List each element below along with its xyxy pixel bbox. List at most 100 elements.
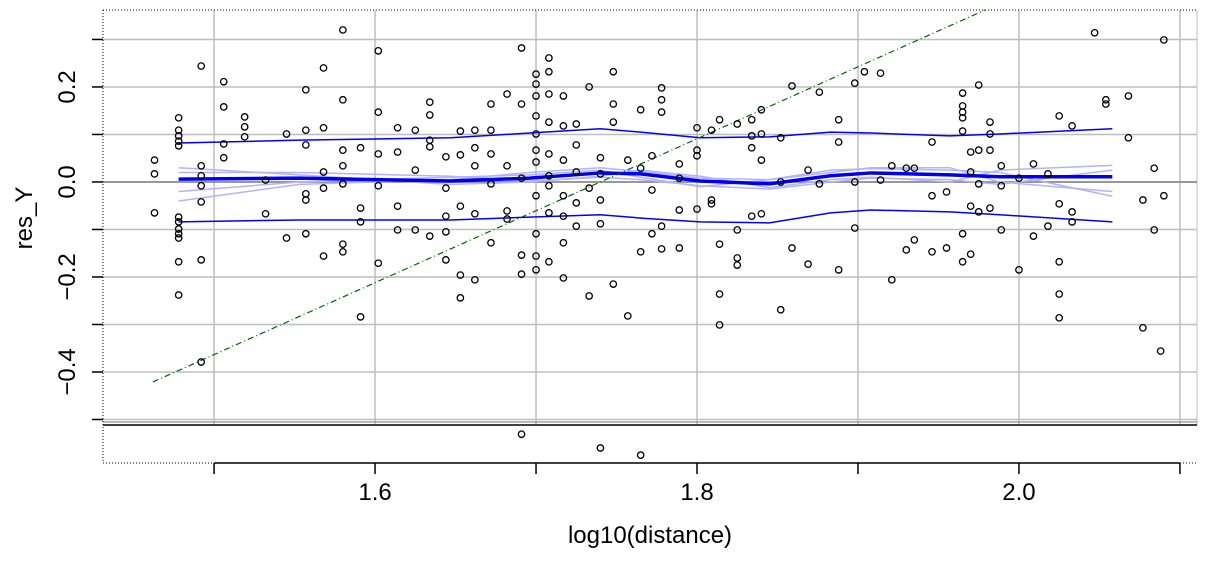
point xyxy=(986,204,994,212)
point xyxy=(834,138,843,146)
point xyxy=(456,294,465,302)
point xyxy=(487,126,495,135)
point xyxy=(788,244,796,252)
point xyxy=(356,204,365,212)
point xyxy=(425,142,434,151)
point xyxy=(1044,170,1052,178)
point xyxy=(804,260,812,268)
point xyxy=(219,103,228,111)
point xyxy=(860,67,869,76)
point xyxy=(456,271,465,279)
x-axis-label: log10(distance) xyxy=(568,522,732,549)
point xyxy=(623,156,632,164)
point xyxy=(471,126,479,135)
point xyxy=(532,92,540,100)
point xyxy=(757,105,766,114)
point xyxy=(240,132,249,141)
point xyxy=(174,257,183,266)
point xyxy=(876,69,885,78)
point xyxy=(339,180,347,188)
point xyxy=(487,150,495,158)
point xyxy=(374,259,383,268)
point xyxy=(425,232,434,240)
point xyxy=(393,202,402,211)
point xyxy=(815,88,824,97)
point xyxy=(887,161,896,170)
point xyxy=(747,132,756,140)
point xyxy=(1159,36,1168,44)
point xyxy=(958,108,967,116)
point xyxy=(675,160,684,168)
point xyxy=(487,100,495,108)
point xyxy=(1015,266,1023,274)
point xyxy=(715,240,724,249)
point xyxy=(174,234,183,242)
point xyxy=(319,168,328,176)
point xyxy=(596,219,605,228)
point xyxy=(928,247,936,256)
point xyxy=(339,26,347,34)
point xyxy=(596,196,605,204)
point xyxy=(532,229,540,238)
point xyxy=(776,305,785,314)
point xyxy=(456,151,465,159)
x-tick-label: 1.6 xyxy=(358,479,391,506)
point xyxy=(301,189,310,198)
point xyxy=(374,47,383,55)
point xyxy=(910,164,919,173)
point xyxy=(517,430,526,439)
point xyxy=(471,161,479,170)
point xyxy=(487,238,495,247)
point xyxy=(572,141,581,149)
point xyxy=(1102,95,1110,104)
point xyxy=(1055,199,1064,208)
point xyxy=(928,191,936,200)
point xyxy=(517,44,526,52)
point xyxy=(319,64,328,72)
point xyxy=(219,77,228,86)
point xyxy=(693,151,701,160)
point xyxy=(1055,313,1064,322)
point xyxy=(609,100,618,108)
point xyxy=(1055,257,1064,266)
point xyxy=(1139,196,1147,204)
point xyxy=(442,256,450,264)
point xyxy=(425,98,434,107)
point xyxy=(693,146,701,154)
point xyxy=(425,111,434,119)
point xyxy=(733,261,742,269)
point xyxy=(747,212,756,221)
point xyxy=(559,274,568,282)
point xyxy=(301,196,310,204)
point xyxy=(974,208,983,216)
point xyxy=(559,92,568,100)
point xyxy=(174,291,183,299)
point xyxy=(596,153,605,162)
point xyxy=(1029,160,1038,168)
point xyxy=(174,137,183,145)
point xyxy=(966,202,975,211)
point xyxy=(411,226,420,234)
point xyxy=(707,196,716,204)
point xyxy=(559,156,568,164)
point xyxy=(339,240,347,249)
point xyxy=(609,280,618,288)
point xyxy=(545,150,553,158)
point xyxy=(733,254,742,262)
point xyxy=(197,171,206,180)
point xyxy=(559,122,568,130)
point xyxy=(1055,112,1064,120)
point xyxy=(150,170,159,178)
point xyxy=(958,257,967,266)
point xyxy=(572,222,581,230)
point xyxy=(545,54,553,62)
x-tick-label: 2.0 xyxy=(1002,479,1035,506)
point xyxy=(757,209,766,218)
point xyxy=(675,244,684,252)
point xyxy=(958,229,967,238)
point xyxy=(240,113,249,121)
point xyxy=(411,166,420,174)
point xyxy=(958,113,967,122)
point xyxy=(1150,226,1159,234)
point xyxy=(532,112,540,120)
